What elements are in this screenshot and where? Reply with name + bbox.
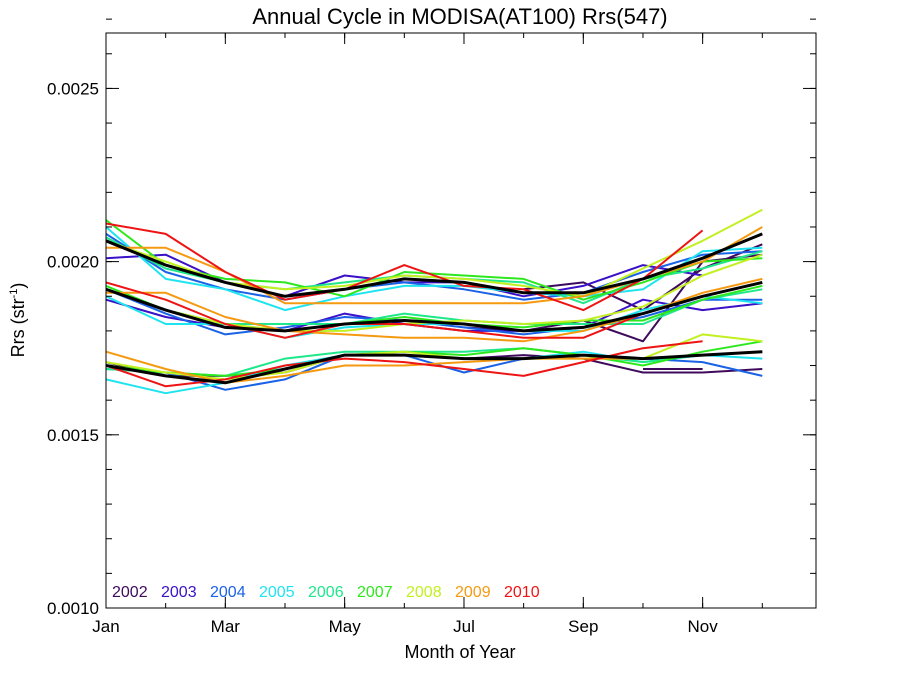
legend-item-2005: 2005: [259, 584, 295, 601]
legend: 2002 2003 2004 2005 2006 2007 2008 2009 2010: [112, 584, 540, 601]
series-line-9: [105, 226, 763, 312]
legend-item-2009: 2009: [455, 584, 491, 601]
series-line-24: [105, 222, 704, 312]
y-axis-label-close: ): [8, 283, 28, 289]
legend-item-2003: 2003: [161, 584, 197, 601]
axis-layer: Jan Mar May Jul Sep Nov 0.0010 0.0015 0.0020 0.00…: [47, 18, 816, 636]
series-line-15: [105, 219, 763, 301]
y-tick-label: 0.0020: [47, 253, 99, 272]
x-tick-label: Jan: [92, 617, 119, 636]
legend-item-2004: 2004: [210, 584, 246, 601]
series-line-25: [105, 281, 703, 339]
y-axis-label: Rrs (str-1): [8, 283, 28, 358]
legend-item-2008: 2008: [406, 584, 442, 601]
series-line-28: [105, 280, 763, 333]
y-axis-label-sup: -1: [8, 289, 20, 299]
legend-item-2010: 2010: [504, 584, 540, 601]
series-layer: [105, 208, 763, 395]
x-axis-label: Month of Year: [404, 642, 515, 662]
x-tick-label: May: [329, 617, 362, 636]
legend-item-2002: 2002: [112, 584, 148, 601]
x-tick-label: Sep: [568, 617, 598, 636]
plot-frame: [105, 32, 817, 609]
legend-item-2007: 2007: [357, 584, 393, 601]
y-tick-label: 0.0010: [47, 599, 99, 618]
series-line-29: [105, 350, 763, 385]
series-line-20: [105, 333, 763, 381]
x-tick-label: Mar: [211, 617, 241, 636]
chart-title: Annual Cycle in MODISA(AT100) Rrs(547): [252, 4, 667, 29]
series-line-6: [105, 233, 763, 301]
legend-item-2006: 2006: [308, 584, 344, 601]
series-line-17: [105, 340, 763, 377]
y-tick-label: 0.0025: [47, 79, 99, 98]
x-tick-label: Jul: [453, 617, 475, 636]
x-tick-label: Nov: [688, 617, 719, 636]
y-axis-label-text: Rrs (str: [8, 298, 28, 357]
series-line-27: [105, 232, 763, 298]
y-tick-label: 0.0015: [47, 426, 99, 445]
